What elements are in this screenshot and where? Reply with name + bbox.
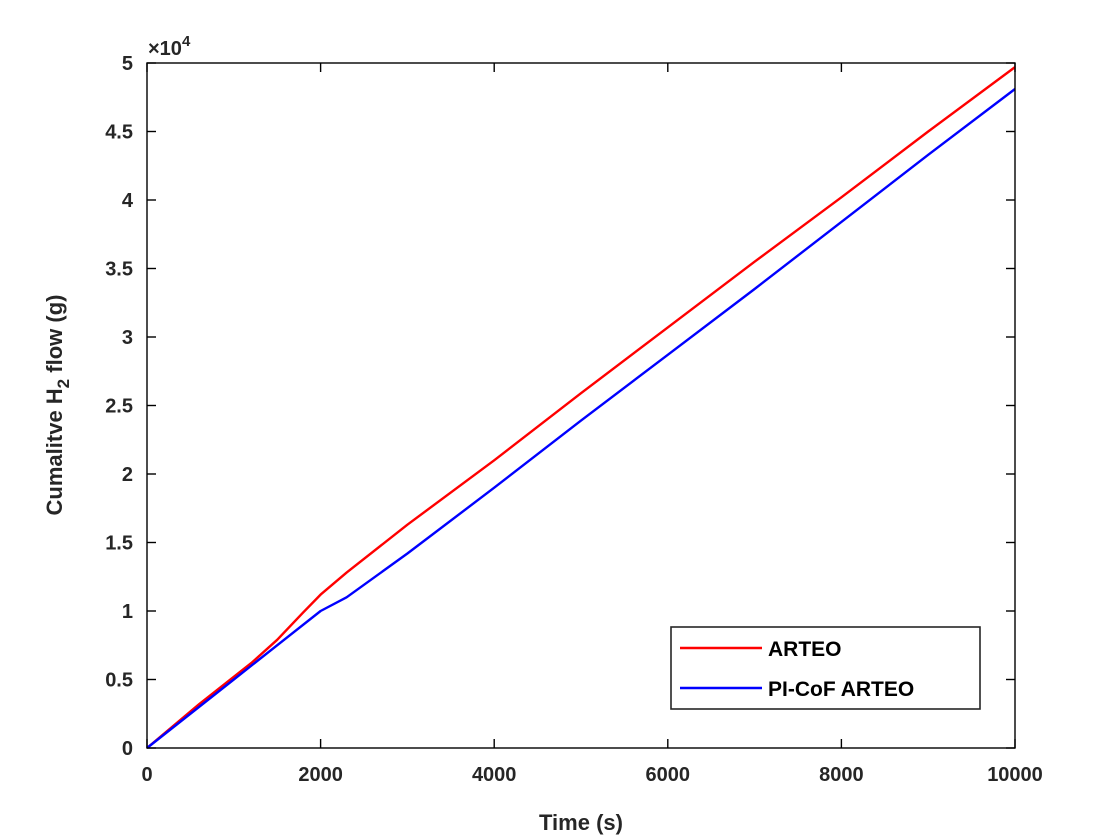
y-tick-label: 3 (122, 327, 133, 349)
y-axis-multiplier-base: ×10 (148, 38, 182, 60)
y-tick-label: 1 (122, 601, 133, 623)
legend-label-pi-cof-arteo: PI-CoF ARTEO (768, 678, 914, 701)
y-tick-label: 5 (122, 53, 133, 75)
y-axis-label-prefix: Cumalitve H (42, 388, 67, 515)
y-tick-label: 4 (122, 190, 134, 212)
series-line-pi-cof-arteo (146, 88, 1016, 749)
legend-label-arteo: ARTEO (768, 638, 842, 661)
y-tick-label: 2.5 (105, 396, 133, 418)
y-axis: 0 0.5 1 1.5 2 2.5 3 3.5 4 4.5 5 (105, 53, 1015, 760)
x-axis-label: Time (s) (539, 810, 623, 835)
plot-frame (146, 62, 1016, 749)
y-axis-multiplier: ×104 (148, 33, 191, 60)
y-axis-label: Cumalitve H2 flow (g) (42, 295, 73, 516)
x-tick-label: 2000 (298, 764, 343, 786)
y-axis-multiplier-exponent: 4 (182, 33, 191, 50)
y-tick-label: 4.5 (105, 122, 133, 144)
plot-series (146, 66, 1016, 749)
x-tick-label: 4000 (472, 764, 517, 786)
x-tick-label: 6000 (646, 764, 691, 786)
y-axis-label-subscript: 2 (54, 379, 73, 388)
legend: ARTEO PI-CoF ARTEO (670, 626, 981, 710)
y-tick-label: 3.5 (105, 259, 133, 281)
series-line-arteo (146, 66, 1016, 749)
y-tick-label: 0 (122, 738, 133, 760)
y-tick-label: 1.5 (105, 533, 133, 555)
x-tick-label: 0 (141, 764, 152, 786)
x-tick-label: 8000 (819, 764, 864, 786)
legend-box (670, 626, 981, 710)
y-axis-label-suffix: flow (g) (42, 295, 67, 379)
x-axis: 0 2000 4000 6000 8000 10000 (141, 63, 1043, 786)
y-tick-label: 0.5 (105, 670, 133, 692)
y-tick-label: 2 (122, 464, 133, 486)
x-tick-label: 10000 (987, 764, 1043, 786)
